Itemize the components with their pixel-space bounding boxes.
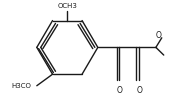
Text: O: O bbox=[117, 86, 122, 95]
Text: O: O bbox=[136, 86, 142, 95]
Text: OCH3: OCH3 bbox=[57, 3, 77, 9]
Text: O: O bbox=[156, 31, 162, 40]
Text: H3CO: H3CO bbox=[11, 83, 31, 89]
